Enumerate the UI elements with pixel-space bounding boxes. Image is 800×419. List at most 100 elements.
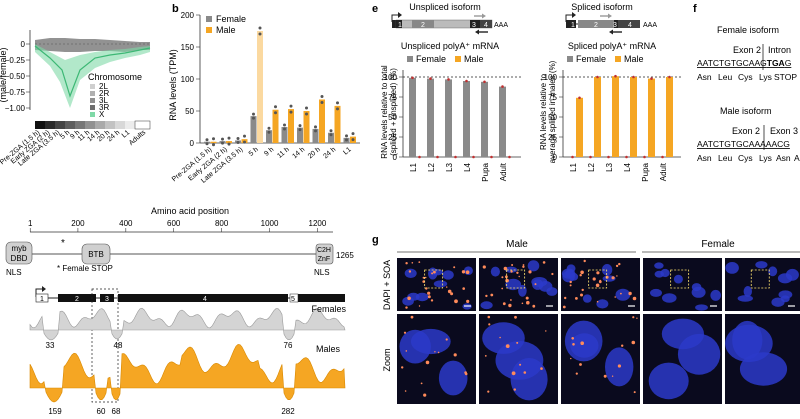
exon-5	[290, 294, 345, 302]
panel-e-ytick-label: 25	[388, 133, 397, 142]
micrograph-grid	[397, 258, 800, 404]
replicate-point	[614, 74, 617, 78]
female-group-label: Female	[701, 239, 735, 250]
bar-male	[226, 141, 232, 143]
panel-a-ytick-label: −0.25	[5, 56, 26, 65]
legend-swatch-3l	[90, 98, 95, 103]
nucleus	[546, 287, 558, 296]
panel-e-ytick-label: 25	[548, 133, 557, 142]
replicate-point-male	[274, 111, 277, 115]
replicate-point	[508, 155, 511, 159]
replicate-point	[632, 75, 635, 79]
nucleus	[785, 268, 799, 281]
transcript-signal-dot	[403, 331, 407, 334]
transcript-signal-dot	[418, 305, 421, 307]
panel-e-right-ylabel: RNA levels relative to	[539, 73, 548, 150]
replicate-point	[607, 155, 610, 159]
panel-a-ytick-label: −1.00	[5, 104, 26, 113]
bar-female	[499, 86, 506, 157]
transcript-signal-dot	[615, 264, 619, 268]
panel-letter-f: f	[693, 3, 697, 15]
transcript-signal-dot	[487, 315, 491, 319]
nucleus	[780, 295, 790, 303]
transcript-signal-dot	[466, 299, 470, 303]
nucleus	[650, 288, 662, 297]
transcript-signal-dot	[488, 323, 491, 326]
nucleus	[691, 286, 706, 298]
replicate-point-female	[298, 128, 302, 132]
zoom-region-box	[506, 269, 526, 289]
panel-e-xtick: L1	[409, 162, 418, 171]
nucleus	[527, 260, 540, 272]
female-isoform-title: Female isoform	[717, 25, 779, 35]
replicate-point	[578, 96, 581, 100]
replicate-point-male	[351, 138, 355, 142]
nucleus	[601, 264, 613, 276]
domain-label: DBD	[11, 254, 28, 263]
panel-e-xtick: L2	[427, 162, 436, 171]
replicate-point-female	[236, 136, 240, 140]
transcript-signal-dot	[405, 350, 408, 352]
replicate-point	[596, 75, 599, 79]
exon-label: 4	[484, 22, 488, 29]
replicate-point	[447, 78, 450, 81]
transcript-signal-dot	[404, 390, 407, 392]
panel-e-xtick: L4	[623, 162, 632, 171]
replicate-point-female	[221, 137, 224, 141]
exon-label: 1	[398, 22, 402, 29]
exon-1	[35, 293, 49, 303]
transcript-signal-dot	[425, 360, 430, 365]
transcript-signal-dot	[628, 291, 632, 296]
transcript-signal-dot	[632, 296, 637, 301]
panel-e-right-ylabel: average spliced in males (%)	[548, 60, 557, 163]
transcript-signal-dot	[420, 382, 423, 385]
transcript-signal-dot	[485, 294, 488, 298]
transcript-signal-dot	[511, 371, 516, 376]
female-stop-star: *	[61, 238, 65, 249]
panel-a-ytick-label: −0.50	[5, 72, 26, 81]
exon-label: 4	[628, 22, 632, 29]
legend-swatch-x	[90, 112, 95, 117]
legend-swatch-2l	[90, 84, 95, 89]
replicate-point-male	[351, 132, 355, 136]
transcript-signal-dot	[545, 330, 547, 332]
zoom-region-box	[670, 269, 690, 289]
transcript-signal-dot	[423, 393, 427, 397]
legend-label-male: Male	[464, 54, 484, 64]
transcript-signal-dot	[636, 317, 638, 319]
male-aa: Leu	[718, 153, 732, 163]
legend-swatch-2r	[90, 91, 95, 96]
amino-acid-tick-label: 200	[71, 219, 85, 228]
panel-g: g Male Female DAPI + SOA Zoom	[372, 234, 800, 404]
legend-swatch-male	[455, 56, 461, 62]
nucleus	[566, 264, 576, 273]
transcript-signal-dot	[503, 266, 508, 271]
panel-a-ytick-label: −0.75	[5, 88, 26, 97]
bar-male	[612, 76, 619, 157]
nucleus	[410, 328, 451, 355]
bar-male	[210, 141, 217, 143]
transcript-signal-dot	[433, 270, 436, 274]
transcript-signal-dot	[603, 374, 607, 378]
replicate-point	[668, 75, 671, 79]
replicate-point-male	[336, 107, 339, 111]
panel-b-yticks: 0 50 100 150 200	[181, 11, 200, 148]
male-sequence: AATCTGTGCAAAAACG	[697, 139, 790, 149]
panel-b-ylabel: RNA levels (TPM)	[168, 49, 178, 121]
transcript-signal-dot	[569, 280, 572, 284]
exon-label: 2	[421, 22, 425, 29]
female-aa: Lys	[759, 72, 772, 82]
exon-number: 4	[203, 296, 207, 303]
replicate-point	[429, 77, 432, 80]
exon-4	[118, 294, 288, 302]
bar-male	[319, 99, 325, 143]
transcript-signal-dot	[505, 275, 508, 279]
transcript-signal-dot	[596, 300, 599, 303]
exon-number: 2	[75, 296, 79, 303]
transcript-signal-dot	[490, 293, 494, 297]
replicate-point	[483, 80, 486, 84]
transcript-signal-dot	[424, 276, 427, 279]
panel-b-ytick-label: 100	[181, 75, 195, 84]
transcript-signal-dot	[575, 372, 578, 375]
